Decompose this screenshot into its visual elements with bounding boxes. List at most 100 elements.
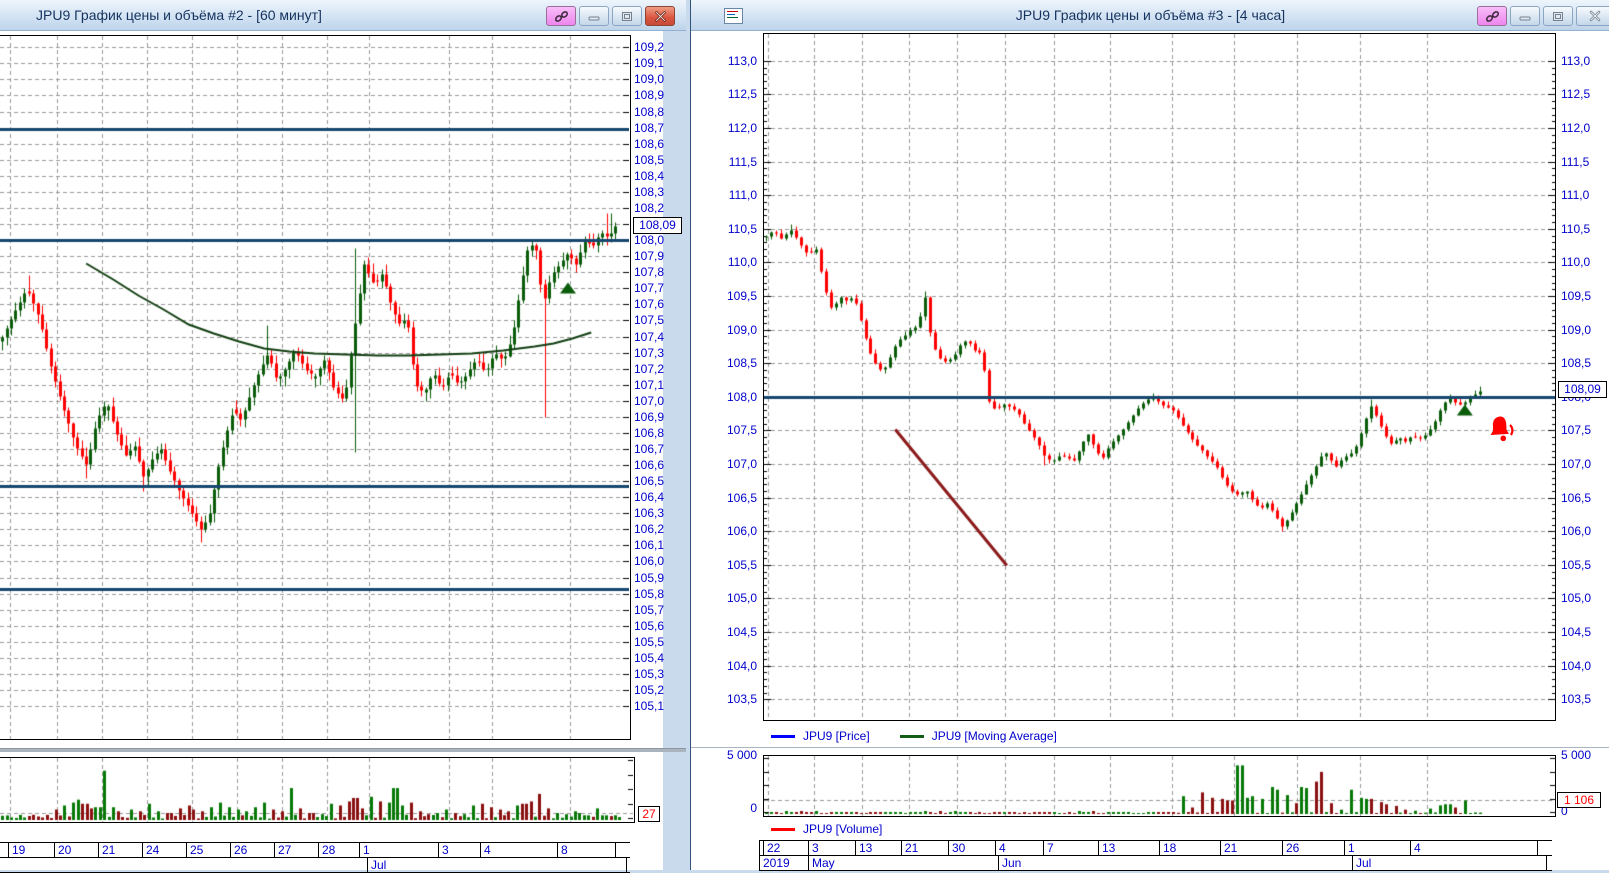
right-last-price-label: 108,09 — [1558, 381, 1607, 398]
date-label — [0, 843, 9, 857]
y-axis-label: 107,0 — [726, 457, 757, 471]
y-axis-label: 110,0 — [1561, 255, 1591, 269]
y-axis-label: 107,8 — [634, 265, 665, 279]
y-axis-label: 111,5 — [728, 155, 757, 169]
date-label: 7 — [1044, 841, 1099, 855]
y-axis-label: 107,5 — [634, 313, 665, 327]
y-axis-label: 106,0 — [634, 554, 665, 568]
date-label: 30 — [949, 841, 996, 855]
y-axis-label: 106,1 — [634, 538, 665, 552]
minimize-button[interactable] — [579, 6, 609, 26]
alert-bell-icon[interactable] — [1484, 412, 1518, 446]
y-axis-label: 105,3 — [634, 667, 665, 681]
restore-icon — [622, 11, 632, 21]
y-axis-label: 110,5 — [1561, 222, 1591, 236]
close-button[interactable] — [645, 6, 675, 26]
left-price-panel — [0, 35, 631, 740]
date-label: 21 — [99, 843, 143, 857]
y-axis-label: 107,4 — [634, 330, 665, 344]
date-label: 24 — [143, 843, 187, 857]
minimize-icon — [1519, 16, 1531, 20]
y-axis-label: 106,5 — [1561, 491, 1592, 505]
y-axis-label: 105,5 — [634, 635, 665, 649]
month-label: Jun — [999, 856, 1353, 870]
y-axis-label: 108,5 — [634, 153, 665, 167]
y-axis-label: 105,0 — [1561, 591, 1592, 605]
left-volume-plot[interactable] — [0, 758, 633, 822]
volume-legend: JPU9 [Volume] — [771, 822, 912, 836]
y-axis-label: 107,2 — [634, 362, 665, 376]
y-axis-label: 105,4 — [634, 651, 665, 665]
minimize-button[interactable] — [1510, 6, 1540, 26]
date-label: 18 — [1160, 841, 1221, 855]
volume-axis-min-right: 0 — [1561, 804, 1568, 818]
y-axis-label: 104,5 — [726, 625, 757, 639]
right-date-axis: 22 3 13 21 30 4 7 13 18 21 26 1 4 2019 May Jun Jul — [759, 840, 1552, 871]
month-label: Jul — [368, 858, 627, 872]
legend-price-label: JPU9 [Price] — [803, 729, 870, 743]
y-axis-label: 106,7 — [634, 442, 665, 456]
y-axis-label: 108,8 — [634, 105, 665, 119]
y-axis-label: 106,0 — [726, 524, 757, 538]
date-label: 21 — [902, 841, 949, 855]
y-axis-label: 106,0 — [1561, 524, 1592, 538]
y-axis-label: 108,6 — [634, 137, 665, 151]
y-axis-label: 109,5 — [726, 289, 757, 303]
y-axis-label: 112,5 — [1561, 87, 1591, 101]
y-axis-label: 108,5 — [1561, 356, 1592, 370]
right-panel-splitter[interactable] — [691, 747, 1609, 748]
left-titlebar[interactable]: JPU9 График цены и объёма #2 - [60 минут… — [0, 0, 686, 31]
right-titlebar[interactable]: JPU9 График цены и объёма #3 - [4 часа] — [691, 0, 1609, 31]
close-x-icon — [654, 10, 666, 22]
right-window-title: JPU9 График цены и объёма #3 - [4 часа] — [1015, 7, 1286, 23]
y-axis-label: 107,7 — [634, 281, 665, 295]
left-date-axis: 19 20 21 24 25 26 27 28 1 3 4 8 Jul — [0, 842, 630, 873]
left-volume-panel — [0, 757, 635, 823]
link-button[interactable] — [1477, 6, 1507, 26]
y-axis-label: 105,9 — [634, 571, 665, 585]
restore-button[interactable] — [1543, 6, 1573, 26]
y-axis-label: 111,0 — [728, 188, 757, 202]
y-axis-label: 107,5 — [1561, 423, 1592, 437]
y-axis-label: 111,0 — [1561, 188, 1590, 202]
y-axis-label: 107,0 — [634, 394, 665, 408]
date-label: 25 — [187, 843, 231, 857]
y-axis-label: 108,0 — [634, 233, 665, 247]
y-axis-label: 105,5 — [726, 558, 757, 572]
y-axis-label: 107,1 — [634, 378, 665, 392]
close-button[interactable] — [1576, 6, 1609, 26]
month-label — [0, 858, 368, 872]
y-axis-label: 106,9 — [634, 410, 665, 424]
right-volume-plot[interactable] — [764, 756, 1555, 816]
y-axis-label: 107,3 — [634, 346, 665, 360]
y-axis-label: 113,0 — [727, 54, 757, 68]
y-axis-label: 105,8 — [634, 587, 665, 601]
y-axis-label: 109,1 — [634, 56, 665, 70]
legend-volume-label: JPU9 [Volume] — [803, 822, 883, 836]
link-button[interactable] — [546, 6, 576, 26]
left-window-title: JPU9 График цены и объёма #2 - [60 минут… — [36, 7, 322, 23]
y-axis-label: 109,2 — [634, 40, 665, 54]
date-label: 4 — [481, 843, 558, 857]
left-price-plot[interactable] — [0, 36, 629, 739]
volume-axis-max-right: 5 000 — [1561, 748, 1592, 762]
restore-button[interactable] — [612, 6, 642, 26]
y-axis-label: 104,5 — [1561, 625, 1592, 639]
restore-icon — [1553, 11, 1563, 21]
y-axis-label: 109,0 — [634, 72, 665, 86]
right-price-plot[interactable] — [764, 34, 1555, 720]
y-axis-label: 108,2 — [634, 201, 665, 215]
minimize-icon — [588, 16, 600, 20]
y-axis-label: 110,5 — [727, 222, 757, 236]
date-label: 26 — [231, 843, 275, 857]
y-axis-label: 103,5 — [726, 692, 757, 706]
chart-window-icon — [724, 8, 743, 24]
date-label: 27 — [275, 843, 319, 857]
right-volume-panel — [763, 755, 1556, 817]
y-axis-label: 105,5 — [1561, 558, 1592, 572]
legend-ma-label: JPU9 [Moving Average] — [931, 729, 1057, 743]
month-label: 2019 — [760, 856, 809, 870]
y-axis-label: 113,0 — [1561, 54, 1591, 68]
y-axis-label: 109,5 — [1561, 289, 1592, 303]
left-panel-splitter[interactable] — [0, 748, 686, 752]
